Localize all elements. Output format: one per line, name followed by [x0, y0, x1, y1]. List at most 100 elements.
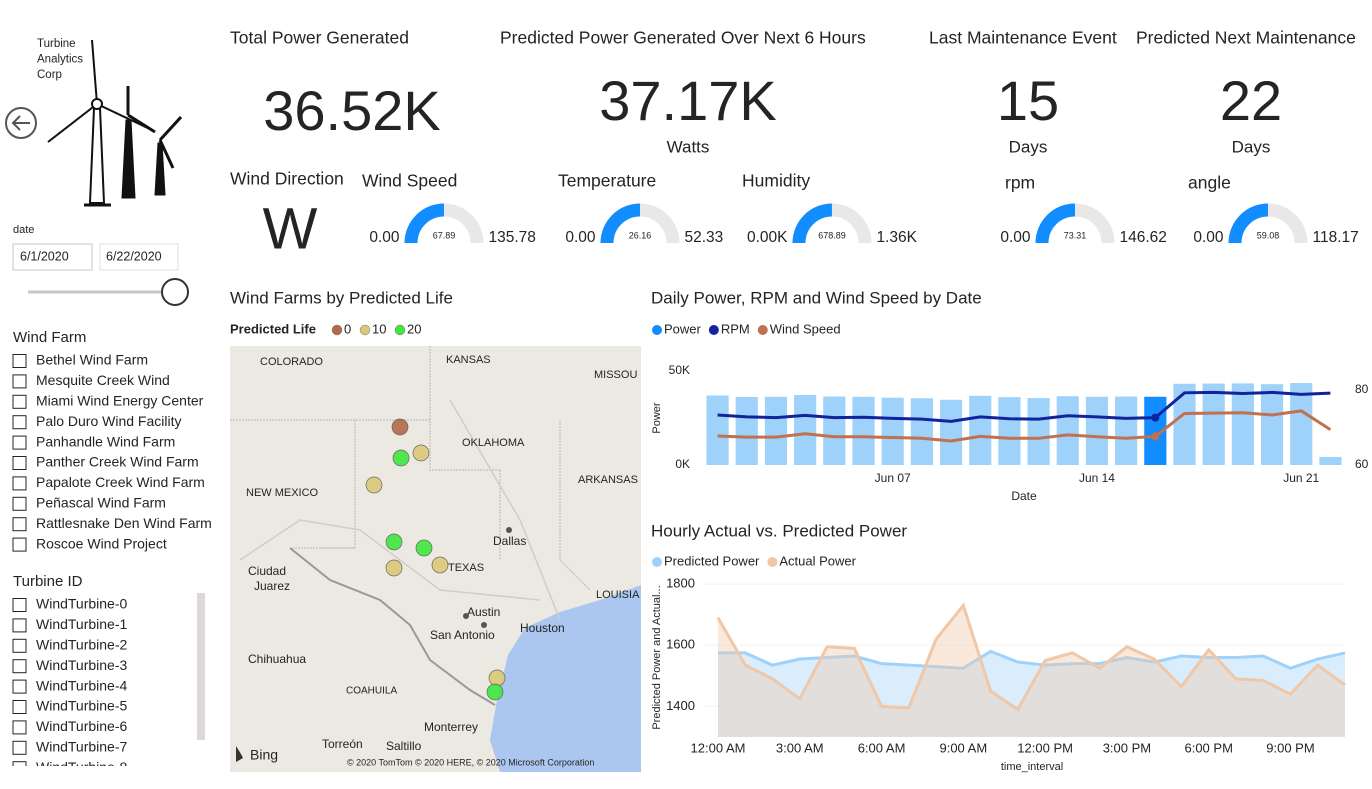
slicer-item[interactable]: Papalote Creek Wind Farm [36, 474, 205, 490]
map-label: Torreón [322, 737, 363, 751]
legend-marker [652, 325, 662, 335]
slicer-item[interactable]: Panhandle Wind Farm [36, 433, 175, 449]
bar[interactable] [1085, 396, 1109, 465]
bar[interactable] [764, 396, 788, 465]
gauge-min: 0.00 [369, 229, 400, 246]
bar[interactable] [939, 399, 963, 465]
slider-handle[interactable] [161, 278, 189, 306]
card-title: Wind Direction [230, 169, 344, 189]
checkbox[interactable] [12, 517, 27, 532]
card-unit: Days [1009, 137, 1048, 156]
checkbox[interactable] [12, 476, 27, 491]
checkbox[interactable] [12, 679, 27, 694]
checkbox[interactable] [12, 354, 27, 368]
x-axis-title: time_interval [1001, 761, 1063, 773]
bar[interactable] [1202, 383, 1225, 465]
checkbox[interactable] [12, 638, 27, 653]
checkbox[interactable] [12, 618, 27, 633]
slicer-item[interactable]: WindTurbine-6 [36, 718, 128, 734]
slicer-item[interactable]: Mesquite Creek Wind [36, 372, 170, 388]
checkbox[interactable] [12, 537, 27, 552]
slicer-item[interactable]: WindTurbine-3 [36, 657, 128, 673]
slicer-item[interactable]: WindTurbine-7 [36, 739, 128, 755]
map-point[interactable] [365, 476, 383, 494]
checkbox[interactable] [12, 700, 27, 714]
bar[interactable] [706, 395, 729, 465]
back-button[interactable] [5, 107, 37, 139]
y2-tick-label: 60 [1355, 457, 1369, 471]
bar[interactable] [735, 396, 758, 465]
bar[interactable] [1115, 396, 1138, 465]
date-input[interactable] [99, 243, 179, 271]
bar[interactable] [1027, 398, 1050, 465]
slicer-item[interactable]: WindTurbine-1 [36, 616, 128, 632]
slicer-item[interactable]: Bethel Wind Farm [36, 352, 148, 368]
city-dot [481, 622, 487, 628]
checkbox[interactable] [12, 598, 27, 612]
checkbox[interactable] [12, 394, 27, 409]
bar[interactable] [1056, 396, 1079, 465]
map-point[interactable] [385, 559, 403, 577]
map-point[interactable] [391, 418, 409, 436]
checkbox[interactable] [12, 435, 27, 450]
checkbox[interactable] [12, 740, 27, 755]
map-point[interactable] [415, 539, 433, 557]
line [717, 390, 1331, 423]
bar[interactable] [1260, 384, 1284, 465]
slicer-item[interactable]: Miami Wind Energy Center [36, 393, 204, 409]
bar[interactable] [1290, 383, 1313, 465]
legend-marker [394, 324, 406, 336]
checkbox[interactable] [12, 415, 27, 430]
gauge-title: Wind Speed [362, 171, 457, 191]
slicer-item[interactable]: Rattlesnake Den Wind Farm [36, 515, 212, 531]
map-point[interactable] [385, 533, 403, 551]
scrollbar[interactable] [197, 593, 205, 740]
checkbox[interactable] [12, 456, 27, 470]
slicer-item[interactable]: WindTurbine-4 [36, 677, 128, 693]
bar[interactable] [823, 396, 846, 465]
checkbox[interactable] [12, 761, 27, 775]
bar[interactable] [910, 398, 933, 465]
legend-label: 10 [372, 321, 386, 336]
y-tick-label: 1400 [666, 698, 695, 713]
map-label: OKLAHOMA [462, 437, 525, 449]
checkbox[interactable] [12, 374, 27, 389]
checkbox[interactable] [12, 496, 27, 511]
city-dot [506, 527, 512, 533]
map-label: Houston [520, 621, 565, 635]
slicer-item[interactable]: WindTurbine-2 [36, 637, 128, 653]
map-point[interactable] [486, 683, 504, 701]
gauge-title: rpm [1005, 173, 1035, 193]
bar[interactable] [794, 395, 817, 465]
checkbox[interactable] [12, 720, 27, 735]
gauge-value: 26.16 [629, 230, 652, 240]
slicer-item[interactable]: Panther Creek Wind Farm [36, 454, 199, 470]
checkbox[interactable] [12, 659, 27, 674]
slicer-item[interactable]: WindTurbine-8 [36, 759, 128, 775]
bar[interactable] [852, 396, 875, 465]
chart-title: Hourly Actual vs. Predicted Power [651, 521, 907, 540]
slicer-item[interactable]: WindTurbine-0 [36, 596, 128, 612]
bar[interactable] [881, 397, 904, 465]
bar[interactable] [969, 395, 992, 465]
slicer-item[interactable]: Palo Duro Wind Facility [36, 413, 182, 429]
map-point[interactable] [412, 444, 430, 462]
map-label: ARKANSAS [578, 474, 638, 486]
slicer-item[interactable]: Roscoe Wind Project [36, 535, 167, 551]
date-input[interactable] [12, 243, 93, 271]
card-value: W [263, 196, 318, 261]
slicer-list: Bethel Wind Farm Mesquite Creek Wind Miami… [12, 352, 212, 552]
bar[interactable] [998, 397, 1021, 465]
slicer-item[interactable]: Peñascal Wind Farm [36, 495, 166, 511]
card-value: 37.17K [599, 69, 777, 132]
bar[interactable] [1319, 456, 1342, 465]
map-point[interactable] [488, 669, 506, 687]
gauge-title: Temperature [558, 171, 656, 191]
gauge-title: Humidity [742, 171, 810, 191]
bar[interactable] [1173, 383, 1196, 465]
slicer-item[interactable]: WindTurbine-5 [36, 698, 128, 714]
bar[interactable] [1231, 383, 1254, 465]
map-point[interactable] [392, 449, 410, 467]
map-point[interactable] [431, 556, 449, 574]
y-tick-label: 50K [669, 363, 690, 377]
